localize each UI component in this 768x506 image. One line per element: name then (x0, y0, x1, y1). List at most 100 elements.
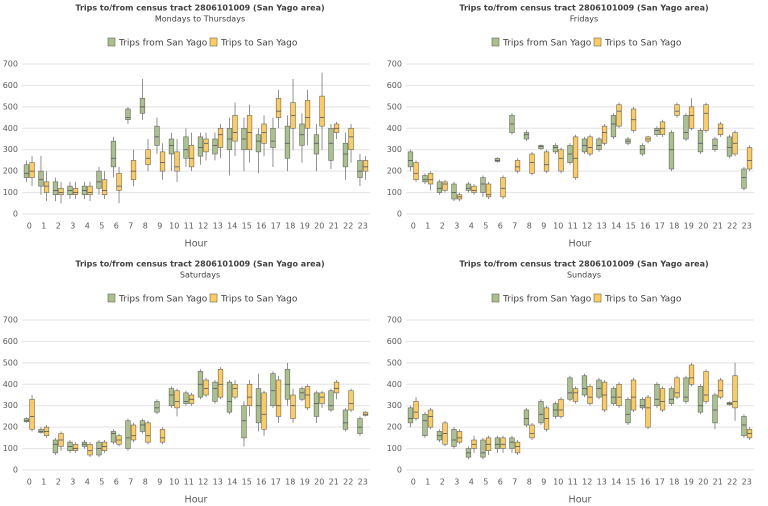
box (232, 115, 238, 142)
x-tick-label: 6 (114, 478, 119, 487)
x-tick-label: 7 (128, 478, 133, 487)
legend-label: Trips from San Yago (502, 39, 592, 49)
x-tick-label: 18 (285, 478, 295, 487)
box (717, 379, 724, 398)
box (183, 136, 189, 159)
x-tick-label: 16 (256, 478, 266, 487)
box (625, 398, 631, 424)
box (110, 431, 117, 443)
box (451, 428, 457, 447)
box (427, 409, 434, 428)
box (688, 106, 695, 129)
box (407, 407, 414, 424)
x-tick-label: 4 (85, 478, 90, 487)
x-tick-label: 15 (242, 222, 252, 231)
legend-swatch (491, 37, 500, 47)
box (697, 130, 704, 153)
y-tick-label: 700 (3, 316, 18, 325)
x-tick-label: 0 (27, 222, 32, 231)
box (139, 420, 146, 432)
x-tick-label: 23 (358, 222, 368, 231)
x-tick-label: 12 (198, 222, 208, 231)
box (558, 398, 564, 417)
box (741, 416, 747, 437)
x-tick-label: 3 (70, 478, 75, 487)
y-tick-label: 200 (3, 167, 18, 176)
box (52, 181, 59, 196)
legend-label: Trips to San Yago (220, 295, 298, 305)
box (494, 157, 501, 162)
y-tick-label: 200 (387, 167, 402, 176)
box (485, 183, 492, 198)
box (168, 138, 175, 155)
x-tick-label: 10 (553, 478, 563, 487)
box (668, 388, 675, 404)
box (500, 437, 506, 449)
y-tick-label: 300 (387, 401, 402, 410)
x-tick-label: 3 (70, 222, 75, 231)
x-tick-label: 21 (713, 478, 723, 487)
x-tick-label: 6 (498, 478, 503, 487)
box (494, 437, 501, 449)
box (284, 125, 291, 159)
box (480, 177, 486, 193)
x-tick-label: 18 (669, 478, 679, 487)
legend-swatch (209, 37, 218, 47)
box (203, 379, 209, 396)
chart-title: Trips to/from census tract 2806101009 (S… (459, 4, 708, 13)
box (357, 160, 363, 178)
x-tick-label: 12 (582, 478, 592, 487)
chart-panel: Trips to/from census tract 2806101009 (S… (3, 4, 370, 250)
y-tick-label: 600 (387, 81, 402, 90)
box (168, 388, 175, 407)
box (601, 125, 608, 144)
x-tick-label: 9 (541, 478, 546, 487)
box (212, 381, 218, 402)
legend-swatch (107, 37, 116, 47)
x-tick-label: 17 (271, 478, 281, 487)
box (587, 136, 593, 155)
x-tick-label: 1 (425, 222, 430, 231)
box (703, 104, 709, 131)
x-tick-label: 23 (742, 222, 752, 231)
x-tick-label: 14 (227, 478, 237, 487)
box (261, 123, 267, 144)
x-tick-label: 13 (597, 222, 607, 231)
box (471, 185, 477, 193)
box (697, 386, 704, 413)
x-tick-label: 5 (483, 478, 488, 487)
box (43, 181, 50, 193)
box (674, 104, 680, 116)
chart-panel: Trips to/from census tract 2806101009 (S… (3, 260, 370, 506)
y-tick-label: 100 (3, 188, 18, 197)
box (514, 160, 521, 172)
x-tick-label: 22 (727, 222, 737, 231)
box (712, 138, 718, 151)
box (407, 151, 414, 168)
x-tick-label: 19 (300, 478, 310, 487)
legend-swatch (209, 293, 218, 303)
x-tick-label: 10 (169, 222, 179, 231)
legend-swatch (593, 37, 602, 47)
box (290, 394, 296, 419)
box (726, 136, 733, 157)
x-tick-label: 10 (169, 478, 179, 487)
box (139, 97, 146, 114)
x-tick-label: 19 (300, 222, 310, 231)
box (130, 160, 137, 181)
box (668, 132, 675, 170)
x-tick-label: 14 (611, 478, 621, 487)
box (572, 388, 579, 402)
box (645, 396, 651, 428)
x-tick-label: 5 (483, 222, 488, 231)
box (174, 151, 180, 172)
box (188, 145, 195, 168)
x-tick-label: 7 (128, 222, 133, 231)
y-tick-label: 700 (387, 316, 402, 325)
box (523, 409, 530, 426)
chart-subtitle: Mondays to Thursdays (155, 15, 245, 24)
box (610, 115, 617, 138)
box (362, 411, 369, 416)
x-tick-label: 6 (114, 222, 119, 231)
x-tick-label: 13 (213, 478, 223, 487)
